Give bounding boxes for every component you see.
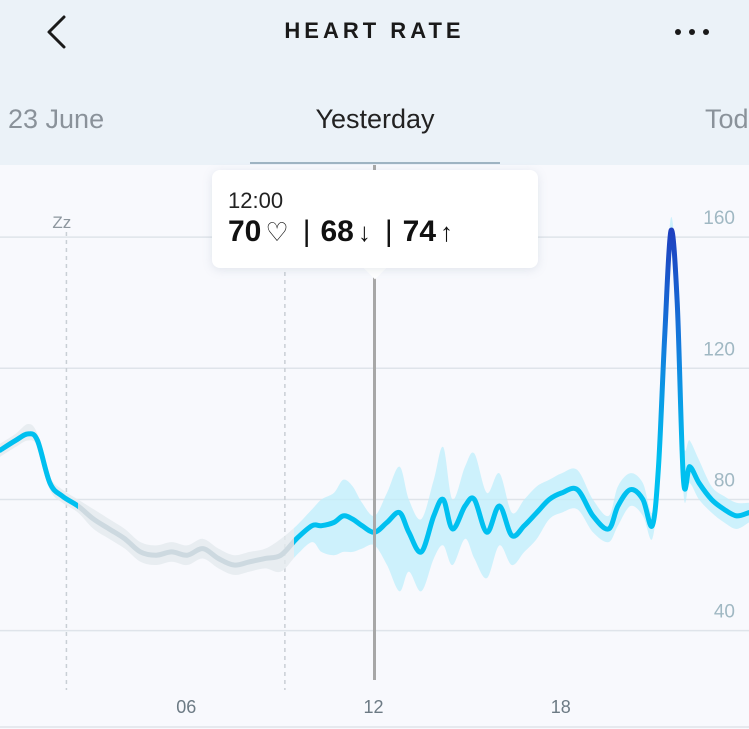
x-axis-ticks: 06 12 18 (176, 697, 571, 717)
page-title: HEART RATE (284, 18, 465, 43)
heart-rate-lines (0, 227, 749, 568)
tooltip-maximum: 74 (402, 215, 437, 248)
x-tick-label: 06 (176, 697, 196, 717)
tab-today[interactable]: Tod (705, 104, 749, 134)
tooltip-average: 70 (228, 215, 262, 248)
y-tick-label: 40 (714, 602, 735, 623)
date-tabs: 23 June Yesterday Tod (0, 96, 749, 165)
back-button[interactable] (40, 10, 80, 54)
arrow-down-icon: ↓ (357, 216, 371, 247)
arrow-up-icon: ↑ (440, 216, 454, 247)
separator: | (302, 215, 311, 248)
y-tick-label: 160 (703, 208, 735, 229)
active-tab-indicator (250, 162, 500, 164)
chevron-left-icon (47, 15, 66, 49)
tooltip-minimum: 68 (320, 215, 354, 248)
y-tick-label: 120 (703, 339, 735, 360)
heart-rate-line (294, 227, 749, 555)
more-horizontal-icon (675, 29, 709, 35)
x-tick-label: 12 (363, 697, 383, 717)
more-options-button[interactable] (668, 14, 724, 50)
y-axis-ticks: 40 80 120 160 (703, 208, 735, 622)
y-tick-label: 80 (714, 470, 735, 491)
sleep-heart-rate-line (0, 431, 294, 568)
tooltip-time: 12:00 (228, 188, 284, 213)
sleep-markers: Zz (52, 213, 286, 690)
heart-outline-icon: ♡ (265, 216, 289, 247)
heart-rate-chart[interactable]: Zz 40 80 120 160 06 12 18 (0, 165, 749, 729)
sleep-icon: Zz (52, 213, 71, 232)
tab-yesterday[interactable]: Yesterday (315, 104, 435, 134)
tab-previous-day[interactable]: 23 June (8, 104, 105, 134)
separator: | (384, 215, 393, 248)
range-band-awake (294, 217, 749, 592)
x-tick-label: 18 (551, 697, 571, 717)
tooltip-values: 70 ♡ | 68 ↓ | 74 ↑ (228, 215, 457, 249)
header-bar: HEART RATE 23 June Yesterday Tod (0, 0, 749, 165)
data-tooltip: 12:00 70 ♡ | 68 ↓ | 74 ↑ (212, 170, 538, 268)
